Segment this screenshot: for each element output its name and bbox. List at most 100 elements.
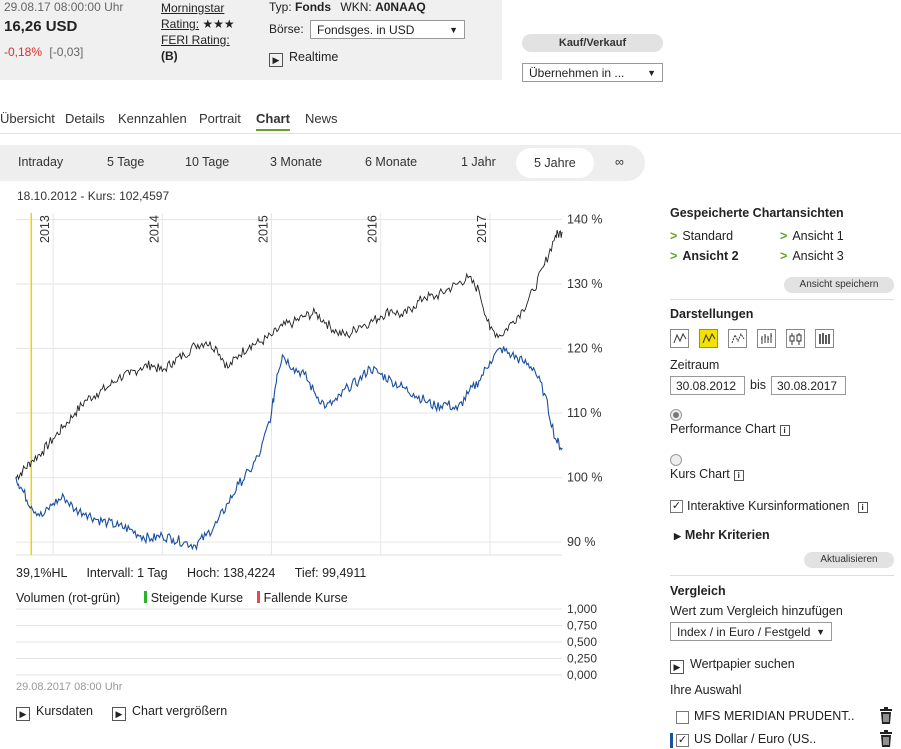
aktualisieren-button[interactable]: Aktualisieren [804, 552, 894, 568]
selection-checkbox-mfs[interactable] [676, 711, 689, 724]
data-point [107, 522, 109, 524]
quote-change-pct: -0,18% [4, 45, 43, 59]
feri-rating-value: (B) [161, 49, 178, 63]
ohlc-icon[interactable] [757, 329, 776, 348]
data-point [172, 538, 174, 540]
range-6-monate[interactable]: 6 Monate [365, 155, 418, 169]
kursdaten-link[interactable]: ▶ Kursdaten [16, 704, 93, 721]
chevron-right-icon: ▶ [269, 53, 283, 67]
mehr-kriterien-toggle[interactable]: ▶ Mehr Kriterien [674, 528, 770, 542]
view-ansicht-1[interactable]: > Ansicht 1 [780, 229, 844, 243]
tab-details[interactable]: Details [65, 111, 105, 126]
performance-chart[interactable]: 2013 2014 2015 2016 2017 140 % 130 % 120 % 110 … [0, 205, 620, 565]
volume-tick-label: 0,750 [567, 619, 597, 633]
interaktive-label: Interaktive Kursinformationen i [687, 499, 868, 513]
boerse-select[interactable]: Fondsges. in USD ▼ [310, 20, 465, 39]
range-max[interactable]: ∞ [615, 155, 624, 169]
tab-portrait[interactable]: Portrait [199, 111, 241, 126]
data-point [172, 360, 174, 363]
data-point [561, 231, 563, 233]
y-tick-label: 100 % [567, 471, 602, 485]
data-point [543, 393, 546, 395]
range-10-tage[interactable]: 10 Tage [185, 155, 230, 169]
hlc-icon[interactable] [815, 329, 834, 348]
ihre-auswahl-label: Ihre Auswahl [670, 683, 742, 697]
kurs-chart-text: Kurs Chart [670, 467, 730, 481]
y-tick-label: 90 % [567, 535, 596, 549]
data-point [522, 309, 524, 311]
info-icon[interactable]: i [857, 502, 868, 513]
range-5-tage[interactable]: 5 Tage [107, 155, 145, 169]
y-tick-label: 140 % [567, 212, 602, 226]
dropdown-arrow-icon: ▼ [816, 626, 825, 637]
info-icon[interactable]: i [779, 425, 790, 436]
data-point [270, 335, 273, 337]
range-intraday[interactable]: Intraday [18, 155, 64, 169]
volume-date: 29.08.2017 08:00 Uhr [16, 681, 123, 693]
tab-uebersicht[interactable]: Übersicht [0, 111, 55, 126]
data-point [554, 234, 557, 237]
candlestick-icon[interactable] [786, 329, 805, 348]
tab-chart[interactable]: Chart [256, 111, 290, 131]
data-point [456, 283, 458, 285]
point-and-line-icon[interactable] [728, 329, 747, 348]
range-1-jahr[interactable]: 1 Jahr [461, 155, 496, 169]
chevron-right-icon: > [670, 249, 678, 263]
info-icon[interactable]: i [733, 470, 744, 481]
y-tick-label: 110 % [567, 406, 602, 420]
x-tick-label: 2014 [147, 215, 161, 243]
data-point [511, 322, 513, 324]
data-point [74, 412, 76, 414]
data-point [238, 483, 240, 485]
selection-checkbox-usd-eur[interactable]: ✓ [676, 734, 689, 747]
data-point [150, 364, 153, 366]
data-point [303, 373, 305, 375]
feri-rating-link[interactable]: FERI Rating: [161, 33, 230, 47]
data-point [467, 393, 469, 395]
realtime-link[interactable]: ▶ Realtime [269, 50, 338, 67]
kauf-verkauf-button[interactable]: Kauf/Verkauf [522, 34, 663, 52]
range-5-jahre[interactable]: 5 Jahre [516, 148, 594, 178]
data-point [118, 376, 120, 379]
mountain-icon[interactable] [699, 329, 718, 348]
zeitraum-from-input[interactable]: 30.08.2012 [670, 376, 745, 395]
uebernehmen-select[interactable]: Übernehmen in ... ▼ [522, 63, 663, 82]
tab-news[interactable]: News [305, 111, 338, 126]
data-point [423, 399, 426, 401]
view-ansicht-2[interactable]: > Ansicht 2 [670, 249, 739, 263]
chart-vergroessern-link[interactable]: ▶ Chart vergrößern [112, 704, 227, 721]
chevron-right-icon: ▶ [112, 707, 126, 721]
ansicht-speichern-button[interactable]: Ansicht speichern [784, 277, 894, 293]
data-point [522, 360, 524, 363]
view-standard[interactable]: > Standard [670, 229, 733, 243]
kurs-chart-label: Kurs Chart i [670, 467, 744, 481]
data-point [139, 367, 142, 369]
data-point [21, 489, 24, 492]
range-3-monate[interactable]: 3 Monate [270, 155, 323, 169]
tab-divider [0, 133, 901, 134]
morningstar-rating-link[interactable]: Rating: [161, 17, 200, 31]
data-point [85, 399, 87, 401]
kurs-chart-radio[interactable] [670, 454, 682, 466]
morningstar-link[interactable]: Morningstar [161, 1, 225, 15]
view-ansicht-3[interactable]: > Ansicht 3 [780, 249, 844, 263]
typ-label: Typ: [269, 0, 292, 14]
trash-icon[interactable] [878, 730, 894, 747]
performance-chart-label: Performance Chart i [670, 422, 790, 436]
data-point [205, 341, 207, 343]
boerse-label: Börse: [269, 22, 304, 36]
interaktive-checkbox[interactable]: ✓ [670, 500, 683, 513]
stat-tief: Tief: 99,4911 [294, 566, 367, 580]
tab-kennzahlen[interactable]: Kennzahlen [118, 111, 187, 126]
realtime-label: Realtime [289, 50, 339, 64]
wertpapier-suchen-link[interactable]: ▶ Wertpapier suchen [670, 657, 795, 674]
vergleich-select[interactable]: Index / in Euro / Festgeld ▼ [670, 622, 832, 641]
trash-icon[interactable] [878, 707, 894, 724]
chevron-right-icon: > [780, 229, 788, 243]
zeitraum-label: Zeitraum [670, 358, 720, 372]
data-point [216, 347, 218, 350]
zeitraum-to-input[interactable]: 30.08.2017 [771, 376, 846, 395]
performance-chart-radio[interactable] [670, 409, 682, 421]
data-point [543, 264, 546, 266]
line-icon[interactable] [670, 329, 689, 348]
